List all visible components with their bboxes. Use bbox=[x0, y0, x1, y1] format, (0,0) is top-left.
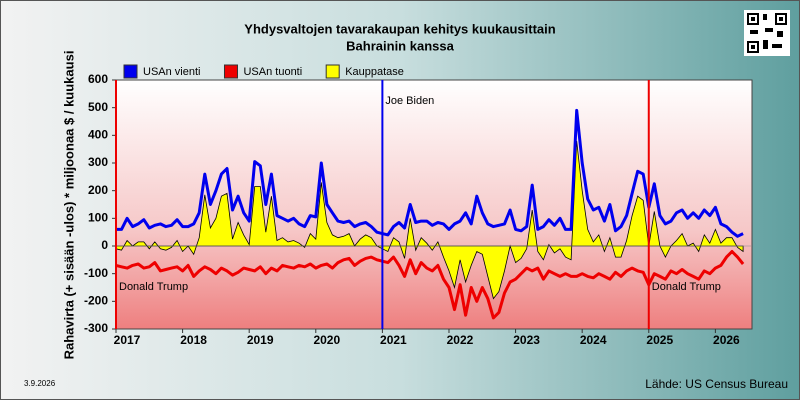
y-tick-label: -200 bbox=[84, 294, 108, 308]
legend-swatch bbox=[223, 64, 238, 79]
y-tick-label: 0 bbox=[101, 238, 108, 252]
y-tick-label: 600 bbox=[88, 72, 108, 86]
chart-title: Yhdysvaltojen tavarakaupan kehitys kuuka… bbox=[244, 21, 555, 36]
line bbox=[115, 250, 745, 320]
event-label: Donald Trump bbox=[119, 281, 188, 293]
event-label: Donald Trump bbox=[652, 281, 721, 293]
x-tick-label: 2020 bbox=[313, 333, 340, 347]
event-label: Joe Biden bbox=[385, 95, 434, 107]
x-tick-label: 2024 bbox=[580, 333, 607, 347]
y-tick-label: 100 bbox=[88, 211, 108, 225]
y-tick-label: 300 bbox=[88, 155, 108, 169]
legend-swatch bbox=[123, 64, 138, 79]
y-tick-label: 200 bbox=[88, 183, 108, 197]
x-tick-label: 2025 bbox=[646, 333, 673, 347]
chart-subtitle: Bahrainin kanssa bbox=[346, 38, 454, 53]
x-tick-label: 2019 bbox=[247, 333, 274, 347]
area bbox=[115, 140, 744, 300]
x-tick-label: 2021 bbox=[380, 333, 407, 347]
y-tick-label: -100 bbox=[84, 266, 108, 280]
legend-label: USAn vienti bbox=[143, 66, 200, 78]
y-tick-label: 500 bbox=[88, 100, 108, 114]
date: 3.9.2026 bbox=[24, 379, 56, 388]
legend-swatch bbox=[325, 64, 340, 79]
x-tick-label: 2017 bbox=[114, 333, 141, 347]
y-axis-label: Rahavirta (+ sisään -ulos) * miljoonaa $… bbox=[61, 51, 76, 360]
line bbox=[116, 108, 744, 238]
source: Lähde: US Census Bureau bbox=[645, 377, 788, 391]
legend-label: Kauppatase bbox=[345, 66, 404, 78]
x-tick-label: 2018 bbox=[180, 333, 207, 347]
x-tick-label: 2023 bbox=[513, 333, 540, 347]
y-tick-label: 400 bbox=[88, 128, 108, 142]
y-tick-label: -300 bbox=[84, 321, 108, 335]
x-tick-label: 2022 bbox=[447, 333, 474, 347]
qr-code bbox=[744, 10, 790, 56]
x-tick-label: 2026 bbox=[713, 333, 740, 347]
legend-label: USAn tuonti bbox=[243, 66, 302, 78]
